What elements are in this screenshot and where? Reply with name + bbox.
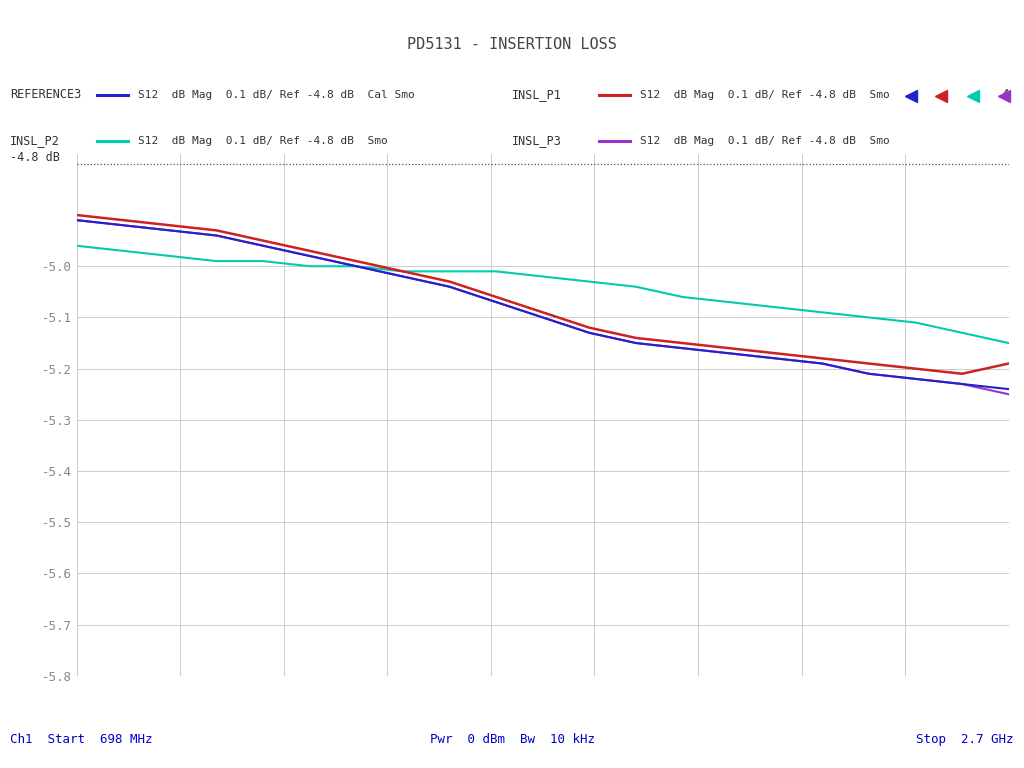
Text: INSL_P2: INSL_P2	[10, 134, 60, 147]
Text: S12  dB Mag  0.1 dB/ Ref -4.8 dB  Smo: S12 dB Mag 0.1 dB/ Ref -4.8 dB Smo	[138, 136, 388, 146]
Text: Stop  2.7 GHz: Stop 2.7 GHz	[916, 733, 1014, 746]
Text: PD5131 - INSERTION LOSS: PD5131 - INSERTION LOSS	[408, 37, 616, 52]
Text: S12  dB Mag  0.1 dB/ Ref -4.8 dB  Smo: S12 dB Mag 0.1 dB/ Ref -4.8 dB Smo	[640, 136, 890, 146]
Text: S12  dB Mag  0.1 dB/ Ref -4.8 dB  Cal Smo: S12 dB Mag 0.1 dB/ Ref -4.8 dB Cal Smo	[138, 90, 415, 100]
Text: S12  dB Mag  0.1 dB/ Ref -4.8 dB  Smo: S12 dB Mag 0.1 dB/ Ref -4.8 dB Smo	[640, 90, 890, 100]
Text: INSL_P3: INSL_P3	[512, 134, 562, 147]
Text: -4.8 dB: -4.8 dB	[9, 151, 59, 164]
Text: INSL_P1: INSL_P1	[512, 88, 562, 101]
Text: 4: 4	[1001, 88, 1009, 101]
Text: REFERENCE3: REFERENCE3	[10, 88, 82, 101]
Text: Ch1  Start  698 MHz: Ch1 Start 698 MHz	[10, 733, 153, 746]
Text: Pwr  0 dBm  Bw  10 kHz: Pwr 0 dBm Bw 10 kHz	[429, 733, 595, 746]
